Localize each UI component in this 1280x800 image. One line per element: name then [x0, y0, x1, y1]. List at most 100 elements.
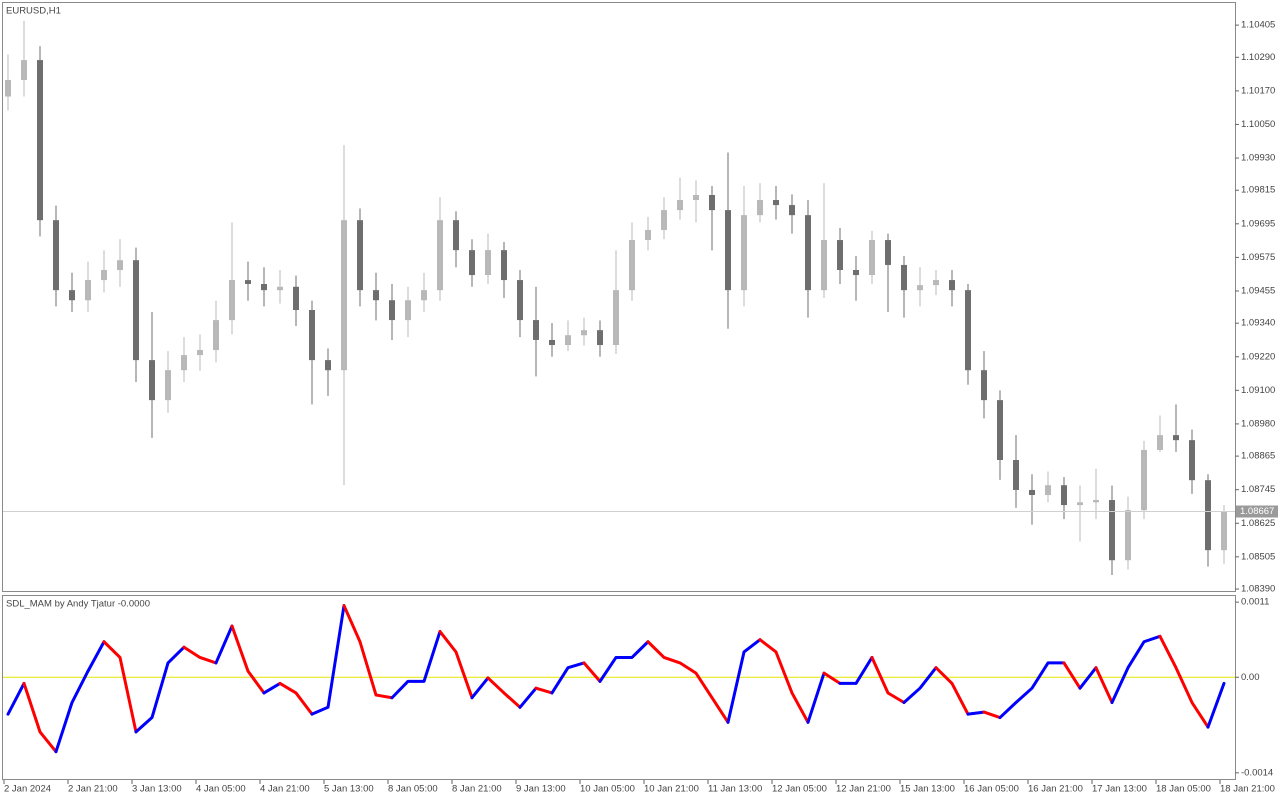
- indicator-line: [342, 604, 394, 700]
- candle-body: [293, 286, 299, 311]
- indicator-line: [230, 624, 266, 695]
- indicator-panel: [2, 595, 1236, 780]
- candle-body: [1045, 485, 1051, 496]
- indicator-line: [22, 681, 58, 754]
- candle-body: [917, 285, 923, 291]
- plot-layer: 1.10405 1.10290 1.10170 1.10050 1.09930 1.098…: [3, 20, 1278, 795]
- indicator-line: [390, 630, 442, 700]
- candle-body: [469, 250, 475, 276]
- candle-body: [325, 360, 331, 371]
- indicator-line: [1094, 666, 1114, 705]
- candle-body: [933, 280, 939, 286]
- candle-body: [421, 290, 427, 301]
- indicator-line: [262, 681, 282, 695]
- candle-body: [133, 260, 139, 361]
- candle-body: [453, 220, 459, 251]
- x-tick-label: 2 Jan 2024: [4, 784, 51, 795]
- candle-body: [613, 290, 619, 345]
- candle-body: [437, 220, 443, 291]
- candle-body: [85, 280, 91, 301]
- indicator-line: [214, 624, 234, 665]
- candle-body: [565, 335, 571, 345]
- candle-body: [277, 286, 283, 291]
- x-tick-label: 18 Jan 05:00: [1156, 784, 1211, 795]
- indicator-line: [726, 638, 762, 724]
- y-tick-label: 1.08865: [1241, 451, 1275, 462]
- candle-body: [1093, 500, 1099, 503]
- candle-body: [373, 290, 379, 301]
- candle-body: [661, 210, 667, 230]
- candle-body: [885, 240, 891, 265]
- indicator-line: [534, 686, 554, 695]
- indicator-line: [998, 661, 1066, 720]
- candle-body: [181, 355, 187, 371]
- current-price-box: [1236, 505, 1278, 518]
- candle-body: [357, 220, 363, 291]
- y-tick-label: 1.08505: [1241, 551, 1275, 562]
- indicator-line: [934, 666, 970, 716]
- y-tick-label: 0.0011: [1241, 597, 1269, 608]
- y-tick-label: 1.09695: [1241, 218, 1275, 229]
- y-tick-label: 1.09575: [1241, 252, 1275, 263]
- y-tick-label: 1.09220: [1241, 351, 1275, 362]
- x-tick-label: 10 Jan 05:00: [580, 784, 635, 795]
- candle-body: [213, 320, 219, 351]
- candle-body: [21, 60, 27, 80]
- y-tick-label: 1.08745: [1241, 484, 1275, 495]
- candle-body: [757, 200, 763, 216]
- chart-title: EURUSD,H1: [6, 6, 61, 17]
- candle-body: [1013, 460, 1019, 490]
- candle-body: [53, 220, 59, 291]
- y-tick-label: 1.09815: [1241, 185, 1275, 196]
- candle-body: [597, 330, 603, 345]
- x-tick-label: 2 Jan 21:00: [68, 784, 118, 795]
- y-tick-label: 1.08980: [1241, 418, 1275, 429]
- candle-body: [389, 300, 395, 321]
- indicator-line: [550, 661, 586, 695]
- indicator-line: [806, 671, 826, 724]
- candle-body: [405, 300, 411, 321]
- candle-body: [501, 250, 507, 281]
- candle-body: [805, 215, 811, 291]
- candle-body: [901, 264, 907, 291]
- y-tick-label: 1.09100: [1241, 385, 1275, 396]
- indicator-line: [518, 686, 538, 709]
- candle-body: [69, 290, 75, 301]
- indicator-line: [6, 681, 26, 716]
- candle-body: [1077, 502, 1083, 506]
- indicator-line: [1110, 634, 1162, 705]
- indicator-line: [838, 655, 874, 685]
- candle-body: [949, 280, 955, 291]
- candle-body: [485, 250, 491, 276]
- y-tick-label: 1.10050: [1241, 119, 1275, 130]
- candle-body: [229, 280, 235, 321]
- indicator-line: [582, 661, 602, 683]
- candle-body: [981, 370, 987, 401]
- y-tick-label: 1.10405: [1241, 20, 1275, 31]
- candle-body: [309, 310, 315, 361]
- candle-body: [1173, 435, 1179, 441]
- y-tick-label: -0.0014: [1241, 767, 1273, 778]
- indicator-line: [646, 640, 730, 724]
- candle-body: [629, 240, 635, 291]
- indicator-line: [102, 640, 138, 734]
- indicator-line: [470, 676, 490, 700]
- x-tick-label: 17 Jan 13:00: [1092, 784, 1147, 795]
- candle-body: [869, 240, 875, 276]
- y-tick-label: 1.09455: [1241, 285, 1275, 296]
- candle-body: [101, 269, 107, 281]
- candle-body: [1205, 480, 1211, 551]
- indicator-line: [598, 640, 650, 683]
- indicator-line: [1078, 666, 1098, 690]
- x-tick-label: 18 Jan 21:00: [1220, 784, 1275, 795]
- candle-body: [741, 215, 747, 291]
- indicator-line: [438, 630, 474, 700]
- x-tick-label: 8 Jan 05:00: [388, 784, 438, 795]
- candle-body: [1061, 485, 1067, 506]
- indicator-line: [182, 645, 218, 665]
- indicator-line: [966, 710, 986, 716]
- candle-body: [261, 283, 267, 291]
- x-tick-label: 8 Jan 21:00: [452, 784, 502, 795]
- x-tick-label: 12 Jan 21:00: [836, 784, 891, 795]
